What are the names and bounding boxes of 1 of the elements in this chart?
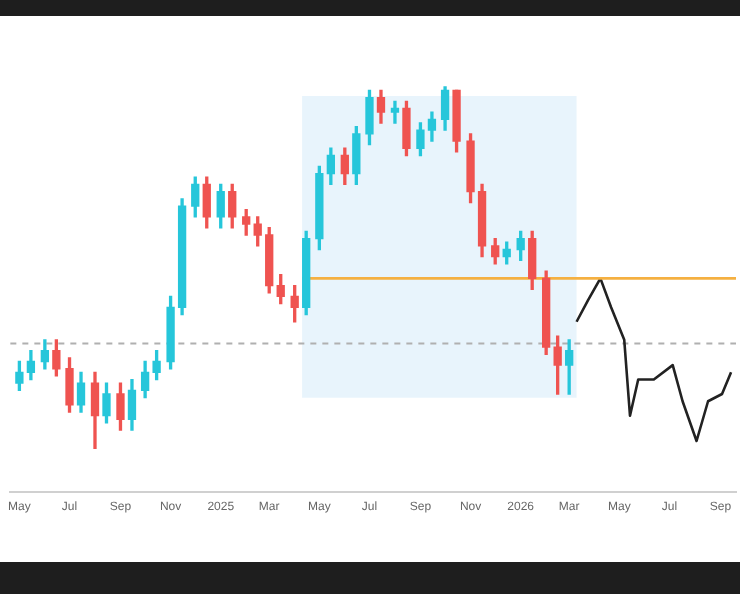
candlestick [390,100,400,124]
